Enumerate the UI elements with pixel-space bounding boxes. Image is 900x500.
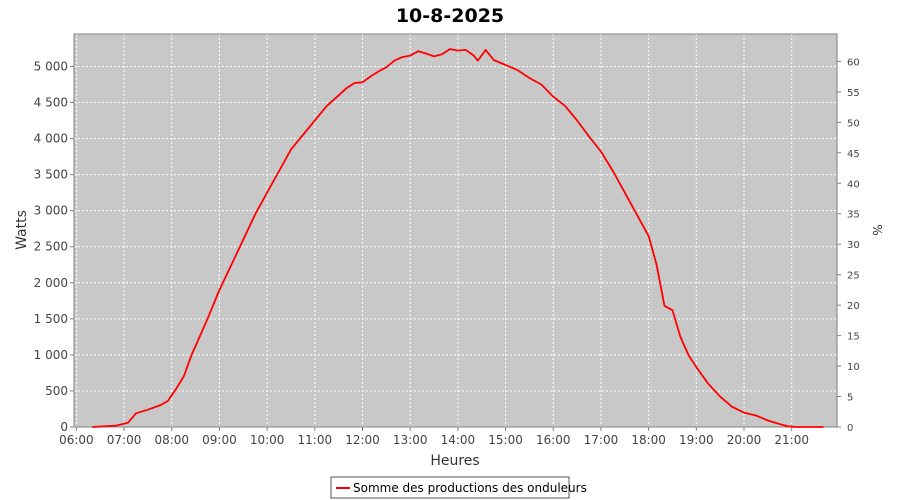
y2-tick-label-11: 55: [847, 88, 860, 99]
x-tick-label-9: 15:00: [488, 433, 523, 447]
x-tick-label-2: 08:00: [154, 433, 189, 447]
legend[interactable]: Somme des productions des onduleurs: [330, 476, 587, 499]
y2-tick-label-9: 45: [847, 149, 860, 160]
x-tick-label-8: 14:00: [441, 433, 476, 447]
y-tick-label-6: 3 000: [34, 204, 68, 218]
y-tick-label-4: 2 000: [34, 276, 68, 290]
y-tick-label-10: 5 000: [34, 59, 68, 73]
y-axis-left: 0 500 1 000 1 500 2 000 2 500 3 000 3 500 4 000 4…: [34, 59, 74, 434]
y-tick-label-5: 2 500: [34, 240, 68, 254]
legend-entry-label: Somme des productions des onduleurs: [353, 481, 587, 495]
x-tick-label-12: 18:00: [631, 433, 666, 447]
legend-box: [330, 476, 570, 499]
y2-tick-label-1: 5: [847, 393, 853, 404]
series-line-0: [92, 48, 824, 428]
x-tick-label-1: 07:00: [107, 433, 142, 447]
y2-axis-label: %: [870, 224, 884, 235]
y2-tick-label-10: 50: [847, 118, 860, 129]
y2-tick-label-5: 25: [847, 271, 860, 282]
y-tick-label-3: 1 500: [34, 312, 68, 326]
x-axis: 06:00 07:00 08:00 09:00 10:00 11:00 12:00 13:00…: [59, 427, 809, 447]
y-tick-label-0: 0: [60, 420, 68, 434]
y2-tick-label-12: 60: [847, 57, 860, 68]
y2-tick-label-6: 30: [847, 240, 860, 251]
chart-title: 10-8-2025: [396, 5, 504, 27]
x-tick-label-11: 17:00: [584, 433, 619, 447]
x-tick-label-6: 12:00: [345, 433, 380, 447]
y2-tick-label-4: 20: [847, 301, 860, 312]
x-axis-label: Heures: [430, 453, 479, 469]
grid: [74, 34, 837, 428]
plot-area: [74, 34, 837, 427]
x-tick-label-7: 13:00: [393, 433, 428, 447]
x-tick-label-0: 06:00: [59, 433, 94, 447]
y-tick-label-8: 4 000: [34, 132, 68, 146]
y2-tick-label-3: 15: [847, 332, 860, 343]
plot-frame: [73, 33, 838, 428]
x-tick-label-15: 21:00: [774, 433, 809, 447]
y2-tick-label-7: 35: [847, 210, 860, 221]
y-tick-label-2: 1 000: [34, 348, 68, 362]
x-tick-label-13: 19:00: [679, 433, 714, 447]
x-tick-label-14: 20:00: [727, 433, 762, 447]
y-tick-label-1: 500: [45, 384, 68, 398]
x-tick-label-3: 09:00: [202, 433, 237, 447]
y-axis-label: Watts: [14, 210, 30, 250]
x-tick-label-10: 16:00: [536, 433, 571, 447]
y-tick-label-7: 3 500: [34, 168, 68, 182]
x-tick-label-4: 10:00: [250, 433, 285, 447]
y2-tick-label-2: 10: [847, 362, 860, 373]
y2-tick-label-8: 40: [847, 179, 860, 190]
series-layer: [92, 48, 824, 428]
y2-tick-label-0: 0: [847, 423, 853, 434]
y-tick-label-9: 4 500: [34, 96, 68, 110]
x-tick-label-5: 11:00: [298, 433, 333, 447]
y-axis-right: 0 5 10 15 20 25 30 35 40 45 50 55 60: [837, 57, 860, 434]
